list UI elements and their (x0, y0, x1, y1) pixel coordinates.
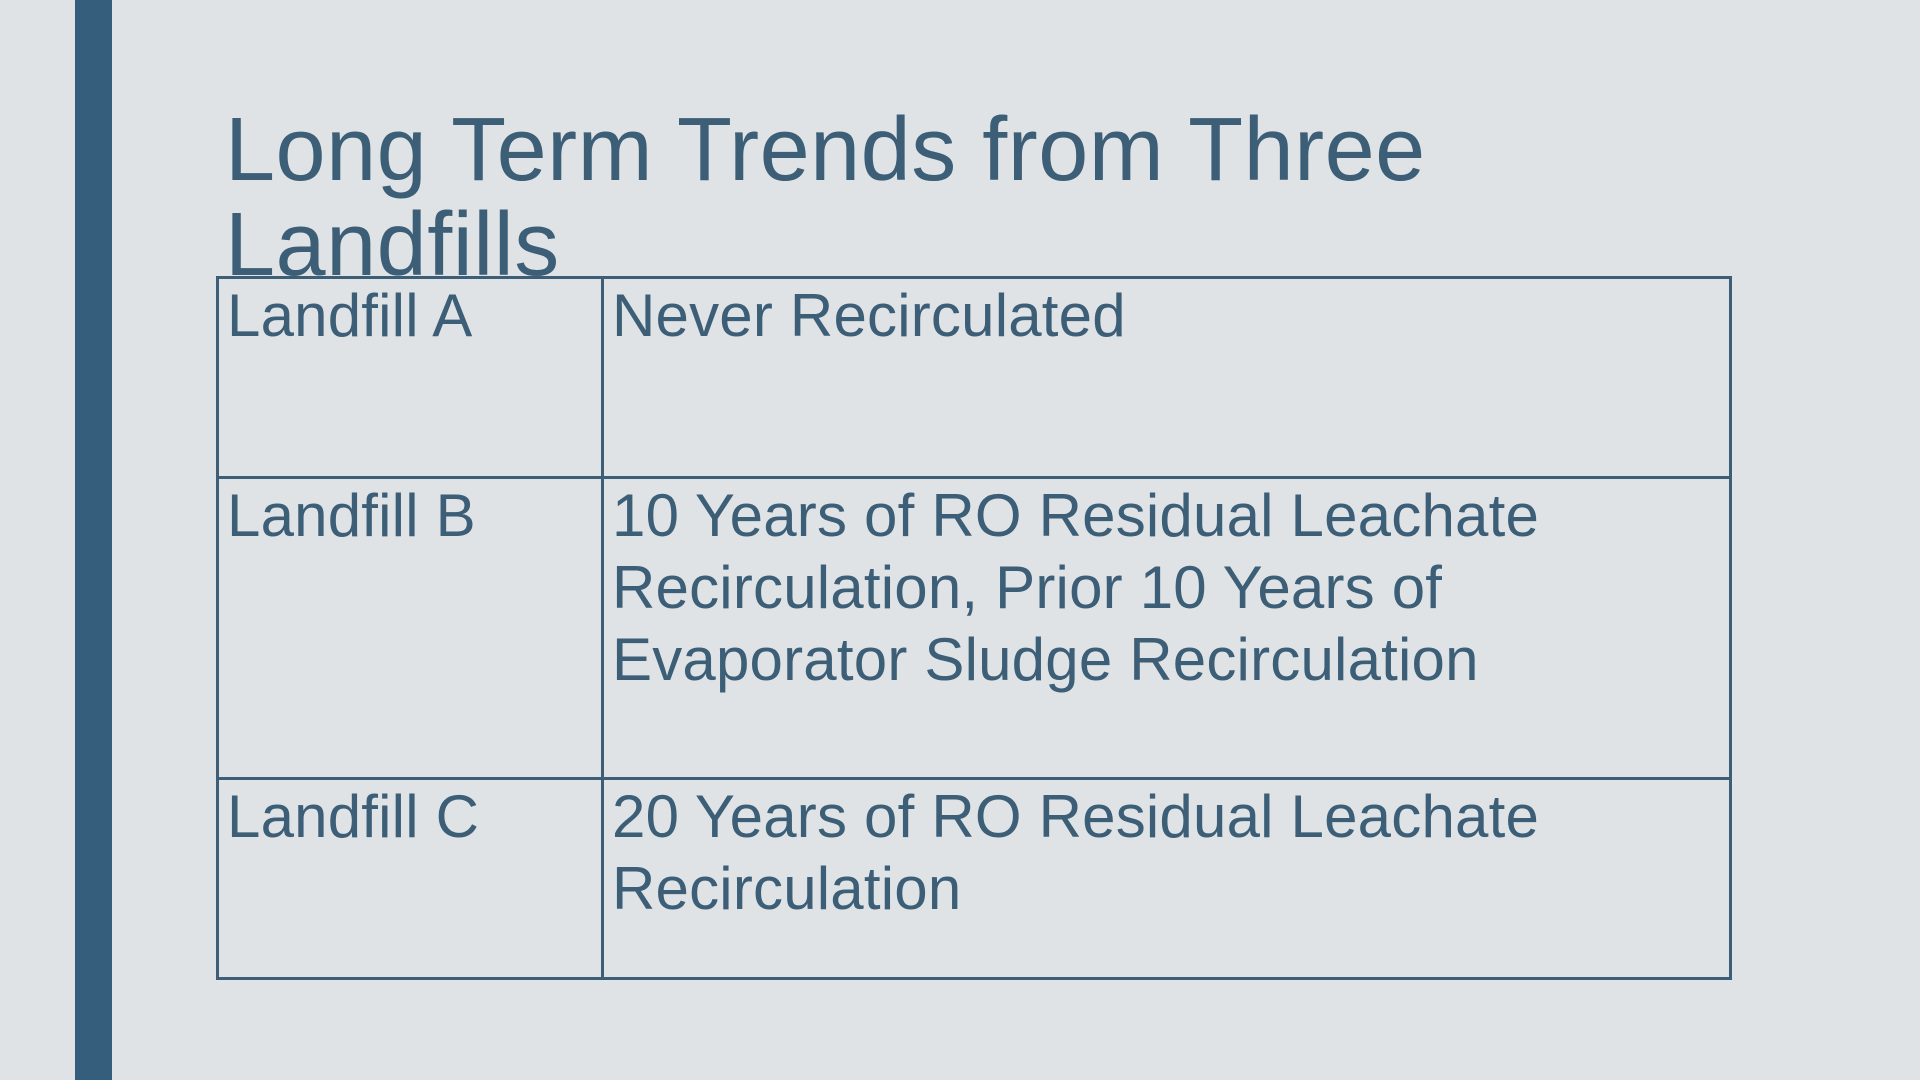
left-accent-bar (75, 0, 112, 1080)
landfill-a-label-cell: Landfill A (216, 276, 604, 479)
landfill-b-description-cell: 10 Years of RO Residual Leachate Recircu… (601, 476, 1732, 780)
table-row-landfill-a: Landfill A Never Recirculated (216, 276, 1732, 479)
landfill-comparison-table: Landfill A Never Recirculated Landfill B… (216, 276, 1732, 980)
landfill-a-description-cell: Never Recirculated (601, 276, 1732, 479)
landfill-c-description-cell: 20 Years of RO Residual Leachate Recircu… (601, 777, 1732, 980)
table-row-landfill-b: Landfill B 10 Years of RO Residual Leach… (216, 476, 1732, 780)
landfill-c-label-cell: Landfill C (216, 777, 604, 980)
table-row-landfill-c: Landfill C 20 Years of RO Residual Leach… (216, 777, 1732, 980)
landfill-b-label-cell: Landfill B (216, 476, 604, 780)
table-body: Landfill A Never Recirculated Landfill B… (216, 276, 1732, 980)
slide-title: Long Term Trends from Three Landfills (225, 100, 1426, 295)
